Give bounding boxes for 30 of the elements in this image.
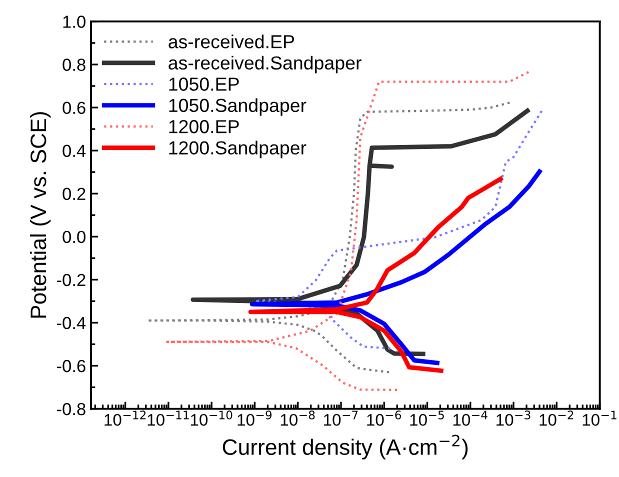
y-tick-label: 1.0 <box>63 16 86 28</box>
y-tick-label: 0.0 <box>62 230 86 244</box>
x-tick-label: 10$^{−11}$ <box>148 410 189 426</box>
x-tick-label: 10$^{−3}$ <box>496 410 530 426</box>
y-tick-label: 0.4 <box>62 144 86 158</box>
x-tick-label: 10$^{−8}$ <box>280 410 315 426</box>
y-tick-label: 0.6 <box>62 102 86 114</box>
x-tick-label: 10$^{−2}$ <box>540 410 574 426</box>
x-tick-label: 10$^{−10}$ <box>190 410 232 426</box>
x-axis-title: Current density (A·cm$^{−2}$) <box>222 434 468 460</box>
y-tick-label: -0.2 <box>56 274 86 286</box>
legend-label: as-received.EP <box>168 34 294 48</box>
legend-label: 1050.Sandpaper <box>169 98 306 116</box>
x-tick-label: 10$^{−9}$ <box>238 410 272 426</box>
x-tick-label: 10$^{−4}$ <box>453 410 488 426</box>
x-tick-label: 10$^{−6}$ <box>367 410 402 426</box>
x-tick-label: 10$^{−1}$ <box>582 410 616 426</box>
y-tick-label: -0.6 <box>56 360 86 372</box>
x-tick-label: 10$^{−12}$ <box>104 410 146 426</box>
y-axis-title: Potential (V vs. SCE) <box>30 112 51 318</box>
y-tick-label: -0.8 <box>56 402 86 416</box>
legend-label: as-received.Sandpaper <box>168 56 362 74</box>
legend-label: 1200.EP <box>169 120 239 134</box>
x-tick-label: 10$^{−5}$ <box>410 410 444 426</box>
x-tick-label: 10$^{−7}$ <box>324 410 358 426</box>
legend-label: 1050.EP <box>169 78 239 91</box>
y-tick-label: -0.4 <box>56 316 86 330</box>
y-tick-label: 0.8 <box>62 58 86 71</box>
legend-label: 1200.Sandpaper <box>169 140 306 158</box>
y-tick-label: 0.2 <box>62 188 86 200</box>
